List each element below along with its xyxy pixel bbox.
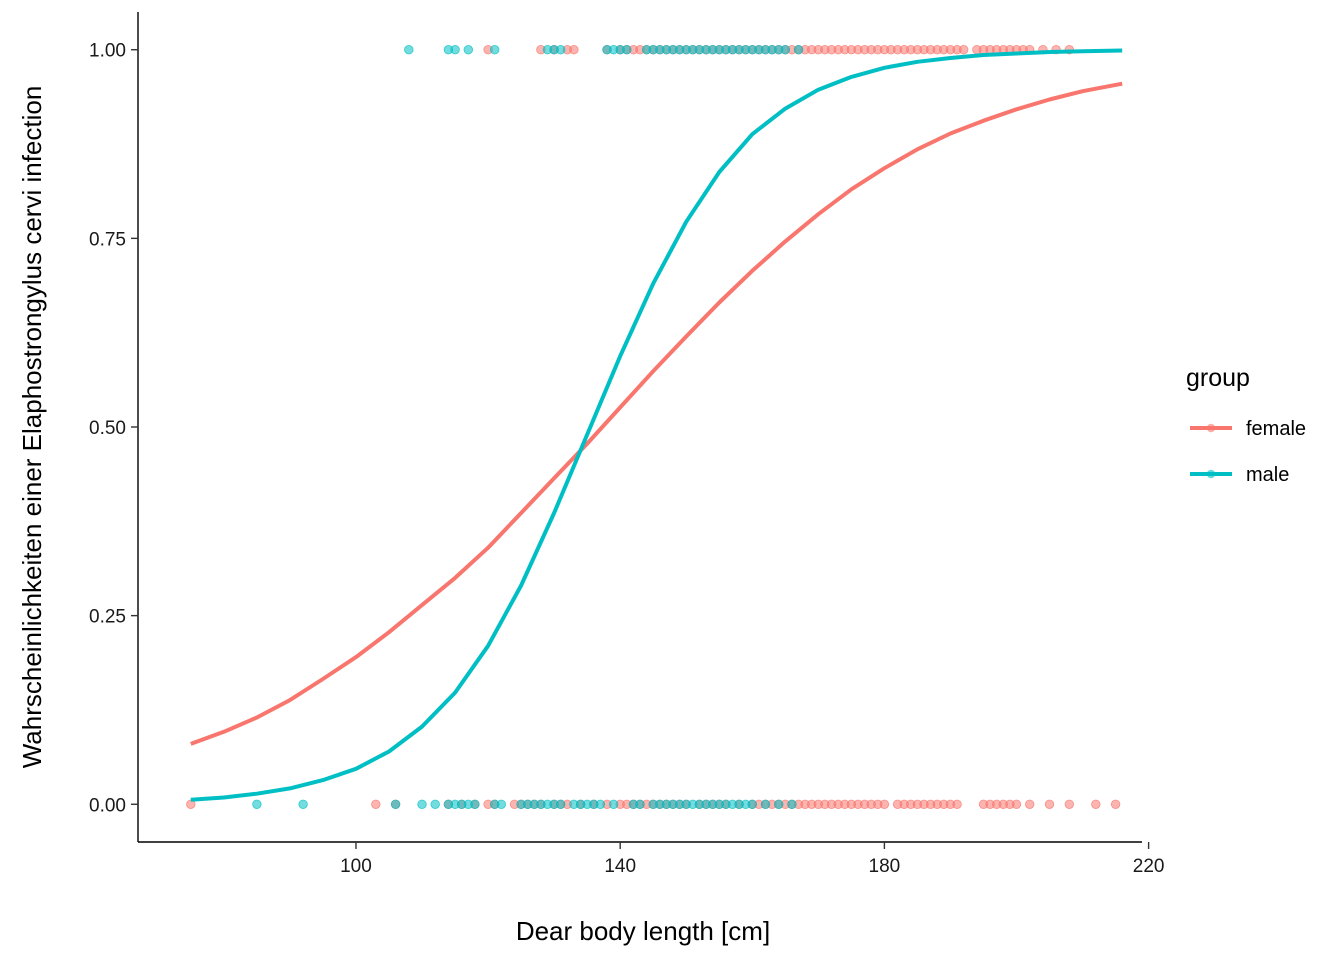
point-male (417, 799, 427, 810)
point-female (371, 799, 381, 810)
point-male (595, 799, 606, 810)
x-tick-label: 140 (604, 856, 636, 877)
point-male (780, 45, 791, 55)
ticks-layer: 100 140 180 220 0.00 0.25 0.50 0.75 1.00 (89, 41, 1164, 877)
y-tick-label: 0.50 (89, 418, 126, 439)
point-female (1091, 799, 1101, 810)
legend-label-male: male (1246, 464, 1289, 486)
point-male (774, 799, 784, 810)
point-male (470, 799, 480, 810)
y-tick-label: 0.25 (89, 607, 126, 628)
points-layer (186, 45, 1121, 810)
point-female (1024, 799, 1035, 810)
point-male (622, 45, 632, 55)
point-male (252, 799, 262, 810)
point-male (496, 799, 507, 810)
point-female (1011, 799, 1022, 810)
curve-male (190, 48, 1123, 802)
point-male (608, 799, 619, 810)
point-male (556, 799, 566, 810)
y-tick-label: 0.75 (89, 229, 126, 250)
point-male (404, 45, 414, 55)
point-male (747, 799, 758, 810)
legend-key-point-female (1206, 423, 1216, 433)
point-female (959, 45, 969, 55)
y-tick-label: 0.00 (89, 795, 126, 816)
point-male (450, 45, 460, 55)
point-male (760, 799, 771, 810)
point-male (787, 799, 797, 810)
x-tick-label: 100 (340, 856, 372, 877)
curve-female (190, 81, 1123, 746)
point-female (952, 799, 962, 810)
legend-title: group (1186, 364, 1250, 392)
point-male (793, 45, 804, 55)
point-male (635, 799, 645, 810)
point-female (1044, 799, 1055, 810)
legend-key-point-male (1206, 469, 1216, 479)
axes-layer (137, 12, 1142, 843)
point-male (490, 45, 500, 55)
point-female (879, 799, 890, 810)
point-male (463, 45, 474, 55)
curves-layer (190, 48, 1123, 802)
x-tick-label: 220 (1133, 856, 1165, 877)
legend-label-female: female (1246, 418, 1306, 440)
y-tick-label: 1.00 (89, 41, 126, 62)
legend: group female male (1186, 364, 1306, 486)
point-male (298, 799, 308, 810)
x-tick-label: 180 (869, 856, 901, 877)
point-female (569, 45, 579, 55)
point-female (1110, 799, 1121, 810)
point-female (186, 799, 196, 810)
point-female (1064, 799, 1075, 810)
point-male (390, 799, 401, 810)
x-axis-title: Dear body length [cm] (516, 916, 770, 946)
y-axis-title: Wahrscheinlichkeiten einer Elaphostrongy… (17, 86, 47, 769)
point-male (430, 799, 440, 810)
point-male (556, 45, 566, 55)
